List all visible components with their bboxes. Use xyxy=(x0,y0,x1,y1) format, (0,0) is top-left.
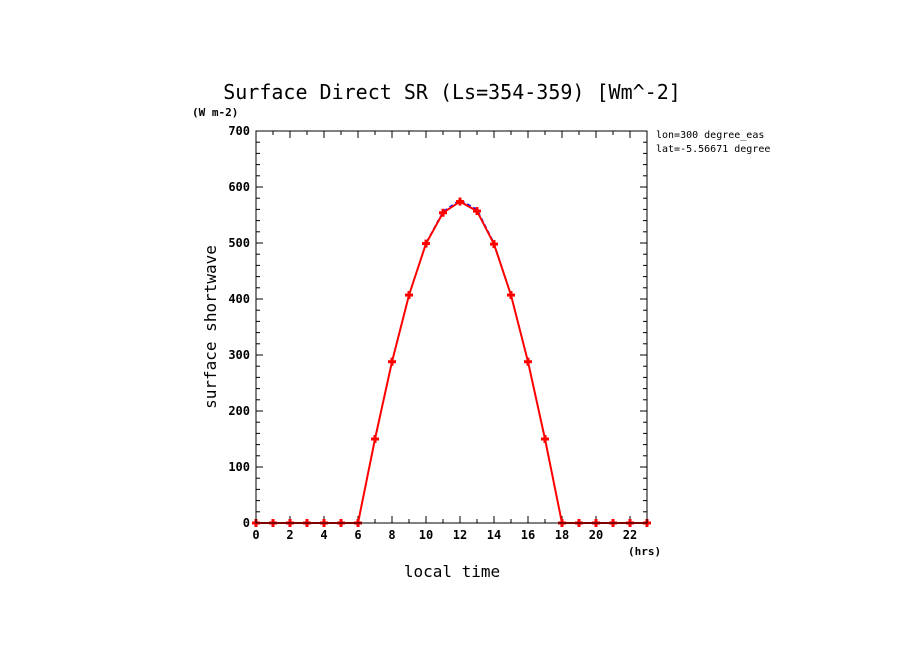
x-tick-label: 18 xyxy=(555,528,569,542)
series-line-1 xyxy=(256,199,647,524)
annotation-lon: lon=300 degree_eas xyxy=(656,130,764,141)
y-axis-label: surface shortwave xyxy=(201,245,220,409)
data-point xyxy=(456,197,464,206)
data-point xyxy=(507,291,515,300)
x-tick-label: 6 xyxy=(354,528,361,542)
x-tick-label: 10 xyxy=(419,528,433,542)
x-tick-label: 22 xyxy=(623,528,637,542)
data-point xyxy=(524,357,532,366)
data-point xyxy=(439,208,447,217)
y-tick-label: 0 xyxy=(243,516,250,530)
y-units-label: (W m-2) xyxy=(192,106,238,119)
annotation-lat: lat=-5.56671 degree xyxy=(656,144,770,155)
axis-ticks: 0 2 4 6 8 10 12 14 16 18 20 22 0 100 200 300 400 500 600 70… xyxy=(228,124,648,542)
series-line-2 xyxy=(256,200,647,524)
y-tick-label: 700 xyxy=(228,124,250,138)
x-tick-label: 14 xyxy=(487,528,501,542)
x-axis-label: local time xyxy=(404,562,500,581)
x-tick-label: 4 xyxy=(320,528,327,542)
data-point xyxy=(388,357,396,366)
y-tick-label: 600 xyxy=(228,180,250,194)
y-tick-label: 400 xyxy=(228,292,250,306)
data-point xyxy=(473,207,481,216)
x-tick-label: 20 xyxy=(589,528,603,542)
y-tick-label: 100 xyxy=(228,460,250,474)
x-units-label: (hrs) xyxy=(628,545,661,558)
x-tick-label: 16 xyxy=(521,528,535,542)
data-point xyxy=(405,291,413,300)
x-tick-label: 2 xyxy=(286,528,293,542)
data-point xyxy=(371,435,379,443)
data-point xyxy=(422,239,430,248)
y-tick-label: 500 xyxy=(228,236,250,250)
x-tick-label: 12 xyxy=(453,528,467,542)
plot-frame xyxy=(255,130,648,524)
x-tick-label: 0 xyxy=(252,528,259,542)
y-tick-label: 300 xyxy=(228,348,250,362)
series-layer xyxy=(252,197,651,527)
data-point xyxy=(541,435,549,443)
y-tick-label: 200 xyxy=(228,404,250,418)
chart-title: Surface Direct SR (Ls=354-359) [Wm^-2] xyxy=(223,80,681,104)
data-point xyxy=(490,240,498,249)
x-tick-label: 8 xyxy=(388,528,395,542)
